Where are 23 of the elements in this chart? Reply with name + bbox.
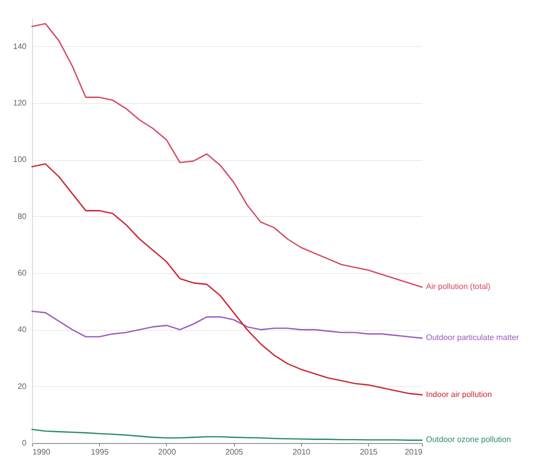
y-tick-label: 60 — [18, 268, 28, 278]
series-label: Air pollution (total) — [426, 282, 491, 292]
x-tick-label: 2005 — [225, 448, 244, 456]
y-tick-label: 20 — [18, 382, 28, 391]
line-series — [31, 310, 423, 339]
y-tick-label: 100 — [13, 155, 28, 164]
series-label: Outdoor particulate matter — [426, 333, 520, 342]
x-tick-label: 1995 — [90, 448, 110, 456]
line-series — [31, 428, 423, 441]
series-label: Indoor air pollution — [426, 390, 492, 399]
line-series — [31, 163, 423, 396]
x-tick-label: 1990 — [32, 448, 51, 456]
x-tick-label: 2015 — [360, 448, 378, 456]
y-tick-label: 140 — [13, 42, 28, 51]
line-series — [31, 23, 423, 288]
x-tick-label: 2000 — [158, 448, 176, 456]
series-label: Outdoor ozone pollution — [426, 435, 511, 444]
y-tick-label: 40 — [18, 325, 28, 334]
y-tick-label: 80 — [18, 212, 28, 221]
y-tick-label: 0 — [22, 438, 28, 448]
x-tick-label: 2010 — [292, 448, 311, 456]
y-tick-label: 120 — [13, 98, 28, 108]
x-tick-label: 2019 — [404, 448, 424, 456]
